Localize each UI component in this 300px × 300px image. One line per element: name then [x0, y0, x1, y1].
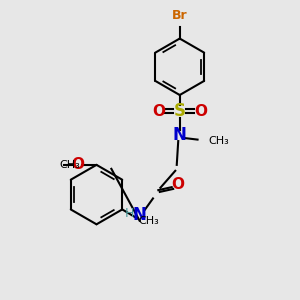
- Text: CH₃: CH₃: [59, 160, 80, 170]
- Text: CH₃: CH₃: [139, 216, 159, 226]
- Text: S: S: [174, 102, 186, 120]
- Text: Br: Br: [172, 9, 188, 22]
- Text: H: H: [124, 207, 134, 220]
- Text: O: O: [172, 177, 185, 192]
- Text: O: O: [152, 104, 165, 119]
- Text: O: O: [194, 104, 207, 119]
- Text: CH₃: CH₃: [208, 136, 229, 146]
- Text: N: N: [173, 126, 187, 144]
- Text: O: O: [72, 158, 85, 172]
- Text: N: N: [133, 206, 146, 224]
